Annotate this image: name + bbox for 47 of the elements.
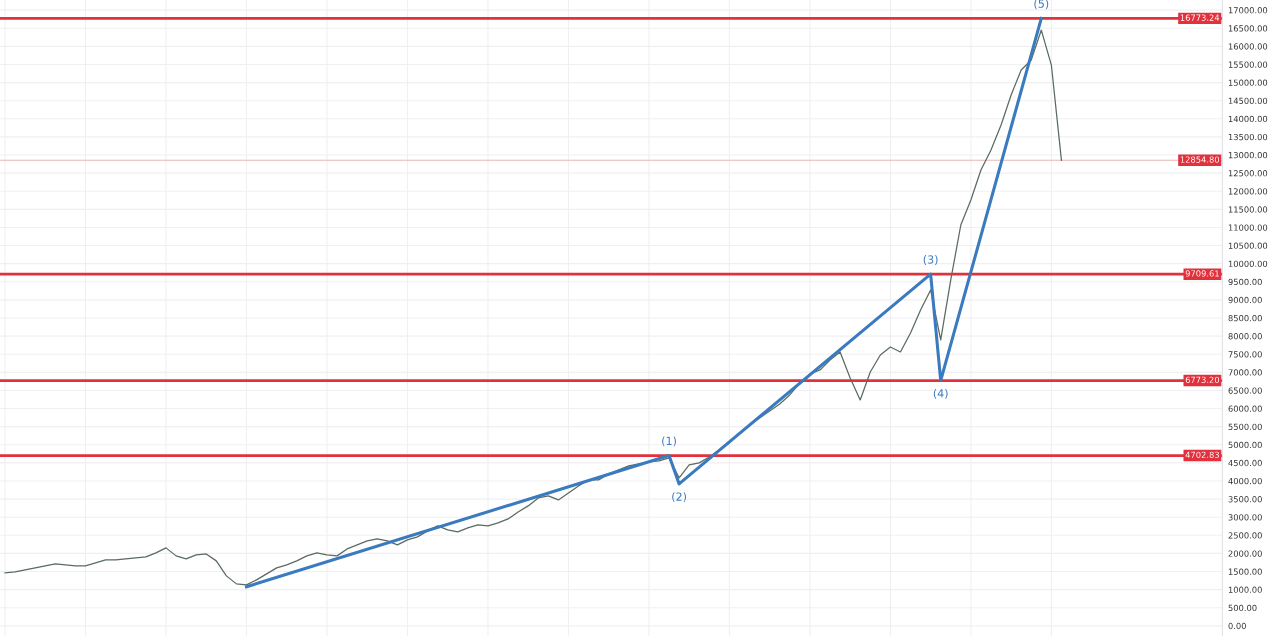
y-tick-label: 10000.00 — [1228, 260, 1268, 267]
ref-line-label: 6773.20 — [1185, 376, 1220, 383]
y-tick-label: 17000.00 — [1228, 7, 1268, 14]
y-tick-label: 11500.00 — [1228, 206, 1268, 213]
ref-line-label: 9709.61 — [1185, 270, 1219, 277]
y-tick-label: 6000.00 — [1228, 405, 1262, 412]
y-tick-label: 7500.00 — [1228, 351, 1262, 358]
y-tick-label: 15500.00 — [1228, 61, 1268, 68]
y-tick-label: 14500.00 — [1228, 97, 1268, 104]
y-tick-label: 1500.00 — [1228, 568, 1262, 575]
y-tick-label: 14000.00 — [1228, 115, 1268, 123]
y-tick-label: 4500.00 — [1228, 459, 1262, 467]
y-tick-label: 8000.00 — [1228, 333, 1262, 340]
annotation: (4) — [933, 388, 948, 399]
y-tick-label: 500.00 — [1228, 604, 1257, 612]
line-series — [244, 16, 1043, 589]
y-tick-label: 15000.00 — [1228, 79, 1268, 86]
y-tick-label: 9000.00 — [1228, 296, 1262, 304]
ref-line-label: 4702.83 — [1185, 451, 1219, 458]
y-tick-label: 5500.00 — [1228, 423, 1262, 430]
y-tick-label: 4000.00 — [1228, 477, 1262, 485]
y-tick-label: 13500.00 — [1228, 133, 1268, 141]
y-tick-label: 13000.00 — [1228, 152, 1268, 159]
annotation: (2) — [672, 492, 687, 503]
y-tick-label: 9500.00 — [1228, 278, 1262, 286]
y-tick-label: 16000.00 — [1228, 43, 1268, 50]
annotation: (5) — [1034, 0, 1049, 10]
y-tick-label: 12500.00 — [1228, 170, 1268, 177]
annotation: (3) — [923, 255, 938, 266]
y-tick-label: 16500.00 — [1228, 25, 1268, 32]
y-tick-label: 6500.00 — [1228, 387, 1262, 394]
annotation: (1) — [662, 436, 676, 447]
y-tick-label: 7000.00 — [1228, 369, 1262, 376]
ref-line-label: 12854.80 — [1180, 156, 1220, 163]
line-series — [4, 29, 1063, 586]
y-tick-label: 3500.00 — [1228, 496, 1262, 503]
y-tick-label: 12000.00 — [1228, 188, 1268, 195]
y-tick-label: 0.00 — [1228, 622, 1246, 630]
y-tick-label: 1000.00 — [1228, 586, 1262, 593]
y-tick-label: 2000.00 — [1228, 550, 1262, 557]
ref-line-label: 16773.24 — [1180, 14, 1220, 21]
y-tick-label: 11000.00 — [1228, 224, 1268, 231]
y-tick-label: 8500.00 — [1228, 314, 1262, 322]
y-tick-label: 3000.00 — [1228, 514, 1262, 521]
y-tick-label: 2500.00 — [1228, 532, 1262, 539]
y-tick-label: 5000.00 — [1228, 441, 1262, 449]
y-tick-label: 10500.00 — [1228, 242, 1268, 249]
